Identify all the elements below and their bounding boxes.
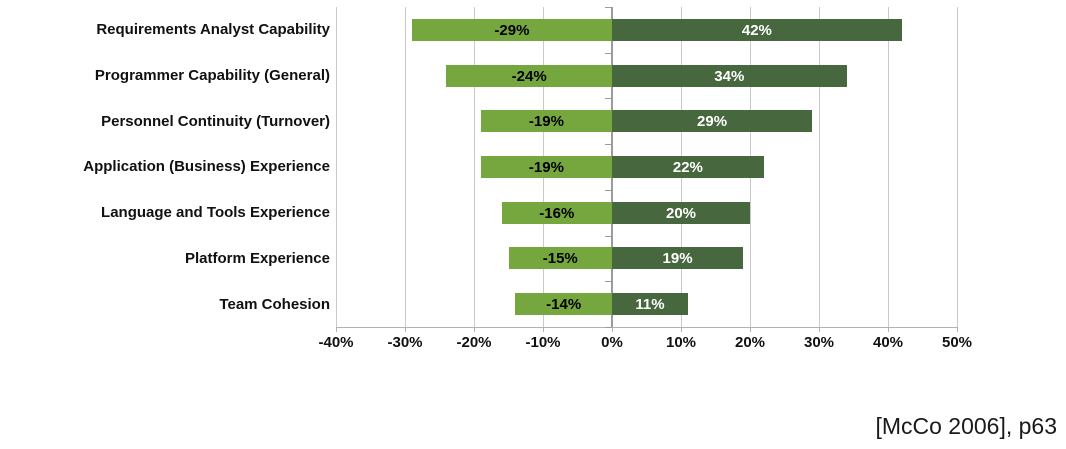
category-label: Language and Tools Experience [101,204,330,222]
bar-value-label: -19% [528,158,564,176]
x-tick-label: 0% [601,334,623,351]
category-boundary-tick [605,7,612,8]
bar-value-label: 42% [741,21,772,39]
bar-value-label: -15% [542,249,578,267]
category-label: Platform Experience [184,249,330,267]
bar-negative: -14% [515,293,612,315]
category-label: Team Cohesion [219,295,330,313]
x-tick-label: 10% [665,334,697,351]
x-axis-tick [819,327,820,332]
bar-value-label: -29% [494,21,530,39]
category-boundary-tick [605,327,612,328]
plot-area: -29% 42% -24% 34% -19% 29% -19% 22% -16% 20% -15% 1… [336,7,958,332]
gridline [957,7,958,327]
bar-positive: 42% [612,19,902,41]
bar-negative: -19% [480,110,612,132]
bar-positive: 34% [612,65,847,87]
bar-value-label: -14% [546,295,582,313]
bar-value-label: 34% [714,67,745,85]
citation: [McCo 2006], p63 [875,413,1057,439]
x-axis-tick [681,327,682,332]
bar-value-label: -24% [511,67,547,85]
x-tick-label: -10% [525,334,561,351]
category-boundary-tick [605,190,612,191]
bar-negative: -16% [501,202,612,224]
bar-negative: -29% [411,19,612,41]
bar-positive: 11% [612,293,688,315]
x-axis-tick [336,327,337,332]
x-axis-tick [750,327,751,332]
bar-value-label: 20% [665,204,697,222]
x-axis-labels: -40% -30% -20% -10% 0% 10% 20% 30% 40% 50% [318,334,972,354]
category-axis: Requirements Analyst Capability Programme… [0,7,330,327]
bar-positive: 29% [612,110,813,132]
x-tick-label: 40% [872,334,904,351]
x-axis-tick [474,327,475,332]
x-axis-tick [888,327,889,332]
bar-value-label: 22% [672,158,703,176]
bar-positive: 19% [612,247,744,269]
bar-value-label: 11% [635,295,665,313]
x-tick-label: -30% [387,334,423,351]
bar-value-label: 29% [697,112,728,130]
gridline [888,7,889,327]
bar-positive: 22% [612,156,764,178]
x-axis-tick [543,327,544,332]
bar-value-label: 19% [662,249,693,267]
bar-negative: -24% [446,65,612,87]
category-boundary-tick [605,98,612,99]
category-label: Application (Business) Experience [83,158,330,176]
bar-value-label: -19% [528,112,564,130]
category-label: Personnel Continuity (Turnover) [101,112,330,130]
category-boundary-tick [605,144,612,145]
bar-value-label: -16% [539,204,575,222]
gridline [405,7,406,327]
gridline [474,7,475,327]
category-boundary-tick [605,236,612,237]
x-tick-label: 20% [734,334,766,351]
category-label: Requirements Analyst Capability [96,21,330,39]
category-boundary-tick [605,281,612,282]
x-axis-tick [957,327,958,332]
bar-negative: -19% [480,156,612,178]
x-tick-label: 50% [941,334,973,351]
x-axis-tick [405,327,406,332]
x-axis-tick [612,327,613,332]
category-boundary-tick [605,53,612,54]
bar-negative: -15% [508,247,612,269]
bar-positive: 20% [612,202,750,224]
x-tick-label: -40% [318,334,354,351]
x-tick-label: 30% [803,334,835,351]
gridline [336,7,337,327]
gridline [819,7,820,327]
x-tick-label: -20% [456,334,492,351]
category-label: Programmer Capability (General) [94,67,330,85]
